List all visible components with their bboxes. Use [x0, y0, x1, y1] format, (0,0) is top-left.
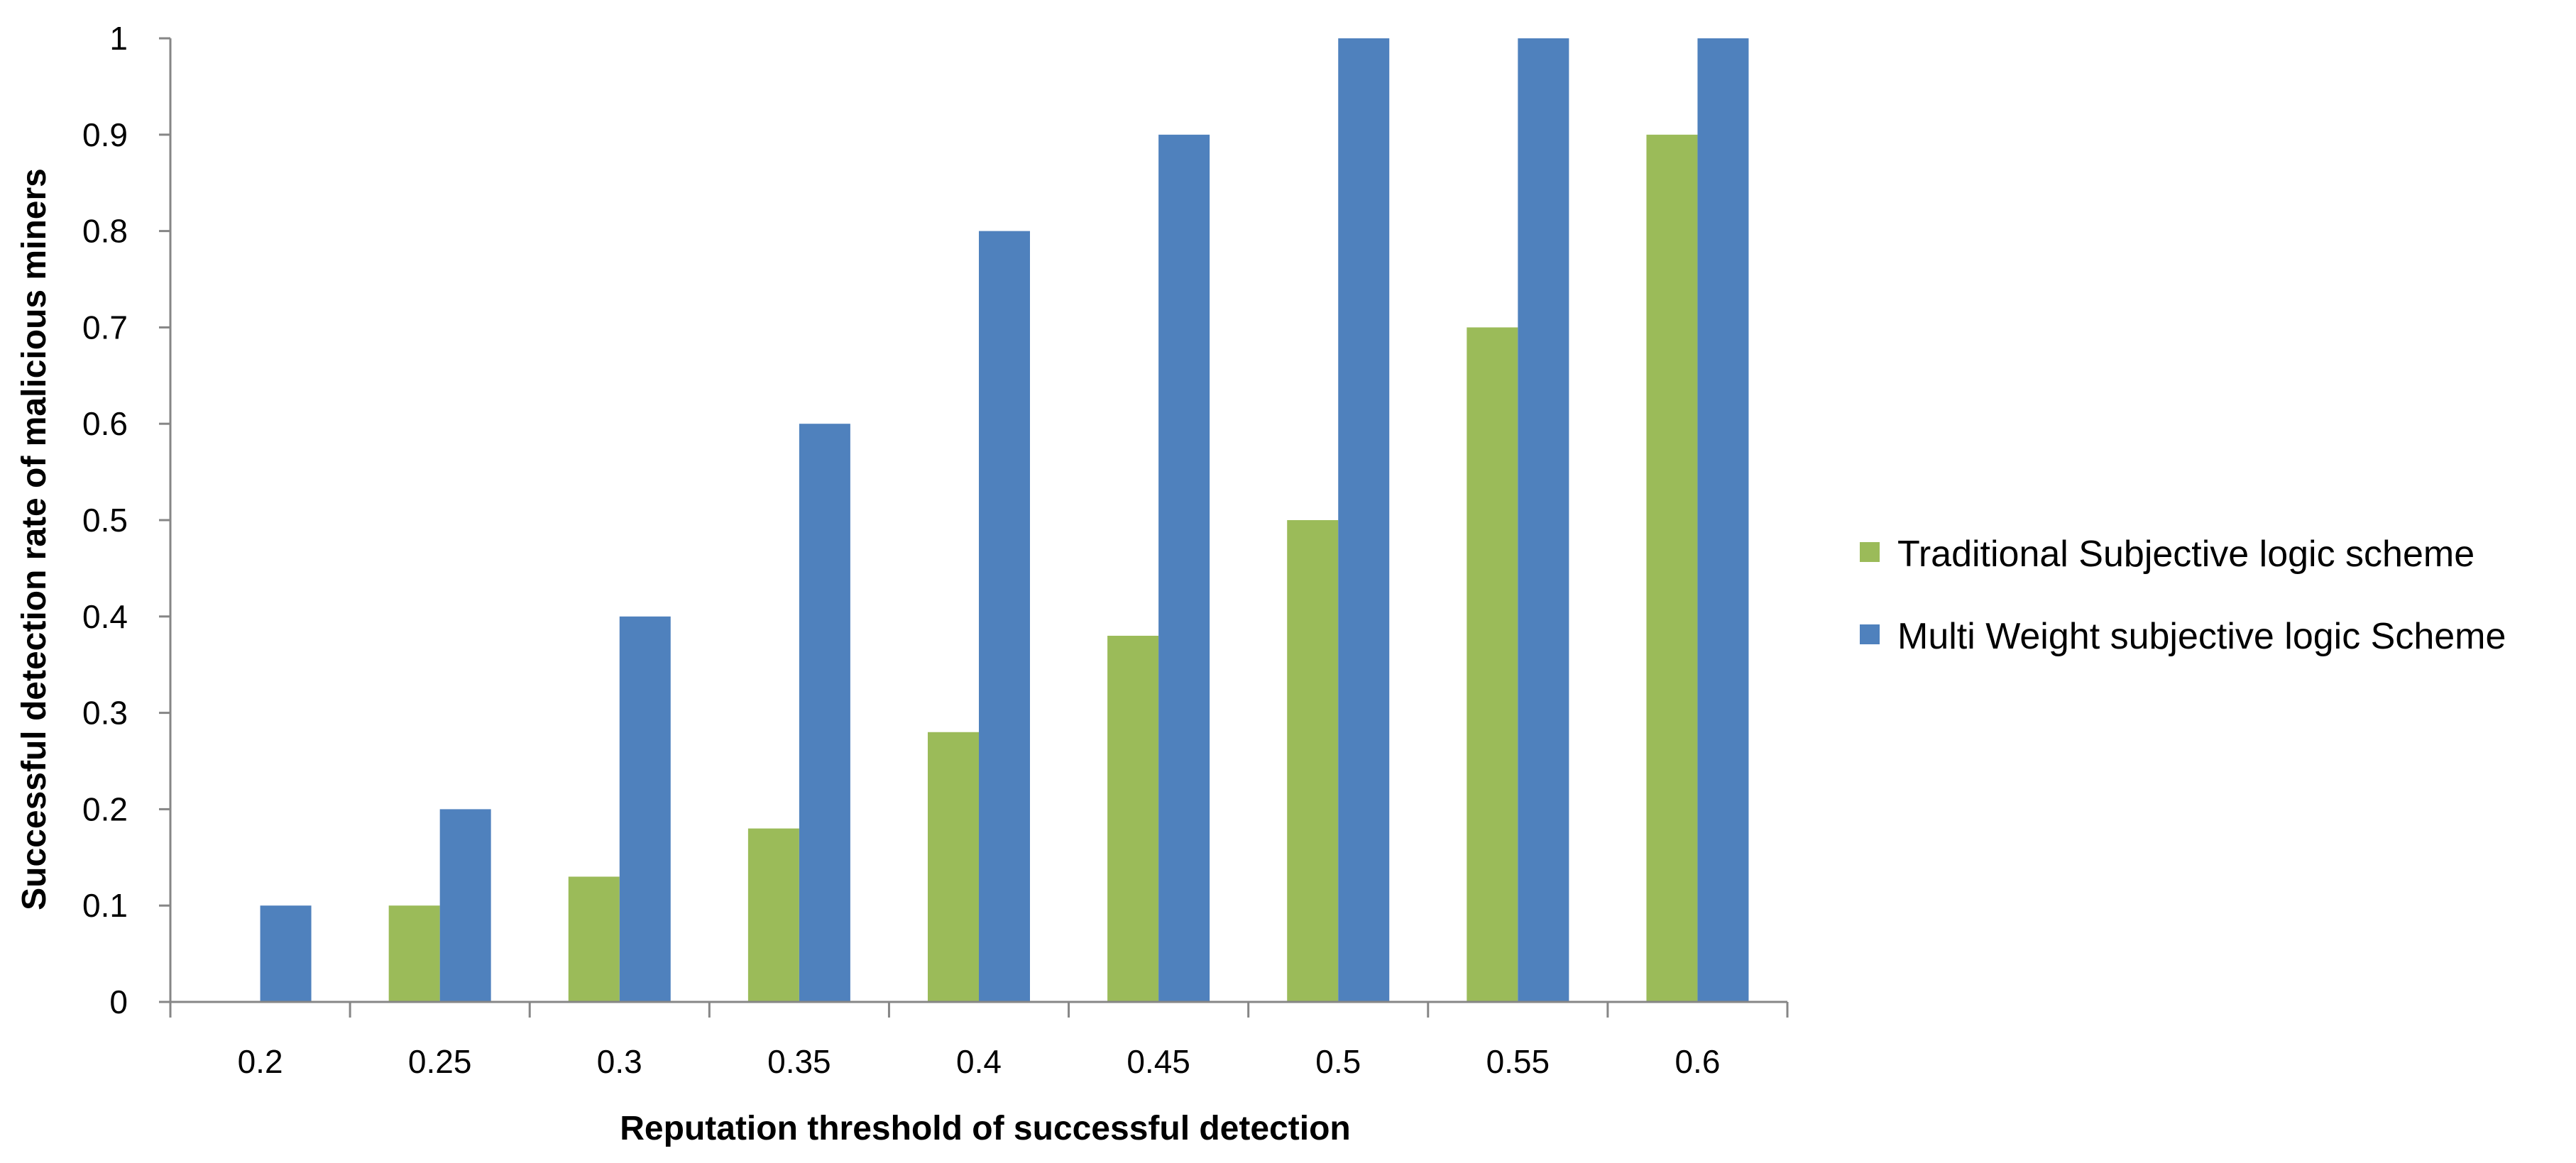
y-tick-label: 0.4	[82, 598, 128, 635]
y-axis-ticks: 0 0.1 0.2 0.3 0.4 0.5 0.6 0.7 0.8 0.9 1	[82, 20, 170, 1020]
x-tick-label: 0.6	[1675, 1043, 1720, 1080]
bar-multi-weight	[1158, 134, 1210, 1002]
y-tick-label: 0.8	[82, 213, 128, 250]
y-tick-label: 0	[109, 983, 128, 1020]
x-axis-ticks: 0.2 0.25 0.3 0.35 0.4 0.45 0.5 0.55 0.6	[169, 1002, 1789, 1080]
y-tick-label: 1	[109, 20, 128, 57]
bar-multi-weight	[799, 424, 850, 1002]
bar-traditional	[1646, 134, 1698, 1002]
legend-label-traditional: Traditional Subjective logic scheme	[1897, 534, 2474, 575]
y-tick-label: 0.6	[82, 405, 128, 442]
bar-multi-weight	[260, 905, 312, 1002]
y-tick-label: 0.1	[82, 887, 128, 924]
x-tick-label: 0.3	[597, 1043, 642, 1080]
bar-traditional	[928, 732, 979, 1002]
bar-traditional	[568, 876, 620, 1002]
x-tick-label: 0.35	[767, 1043, 831, 1080]
y-tick-label: 0.7	[82, 309, 128, 346]
bar-multi-weight	[439, 809, 491, 1002]
bar-traditional	[388, 905, 440, 1002]
legend-label-multi-weight: Multi Weight subjective logic Scheme	[1897, 616, 2506, 657]
x-tick-label: 0.5	[1315, 1043, 1361, 1080]
legend-swatch-multi-weight	[1860, 624, 1880, 644]
x-tick-label: 0.45	[1127, 1043, 1190, 1080]
legend: Traditional Subjective logic scheme Mult…	[1860, 534, 2506, 657]
bar-multi-weight	[619, 616, 671, 1002]
y-tick-label: 0.9	[82, 116, 128, 153]
bar-multi-weight	[979, 231, 1030, 1003]
bar-multi-weight	[1518, 38, 1569, 1002]
bar-multi-weight	[1338, 38, 1390, 1002]
x-tick-label: 0.4	[956, 1043, 1002, 1080]
x-tick-label: 0.2	[238, 1043, 283, 1080]
bars-group	[260, 38, 1749, 1003]
y-tick-label: 0.2	[82, 790, 128, 827]
y-tick-label: 0.3	[82, 695, 128, 732]
y-tick-label: 0.5	[82, 502, 128, 539]
bar-traditional	[1287, 520, 1339, 1002]
legend-swatch-traditional	[1860, 542, 1880, 562]
bar-multi-weight	[1697, 38, 1749, 1002]
bar-traditional	[1107, 635, 1159, 1002]
x-tick-label: 0.55	[1486, 1043, 1550, 1080]
x-axis-title: Reputation threshold of successful detec…	[620, 1110, 1350, 1147]
y-axis-title: Successful detection rate of malicious m…	[16, 168, 53, 910]
bar-traditional	[747, 828, 799, 1002]
x-tick-label: 0.25	[408, 1043, 472, 1080]
bar-traditional	[1467, 327, 1518, 1002]
